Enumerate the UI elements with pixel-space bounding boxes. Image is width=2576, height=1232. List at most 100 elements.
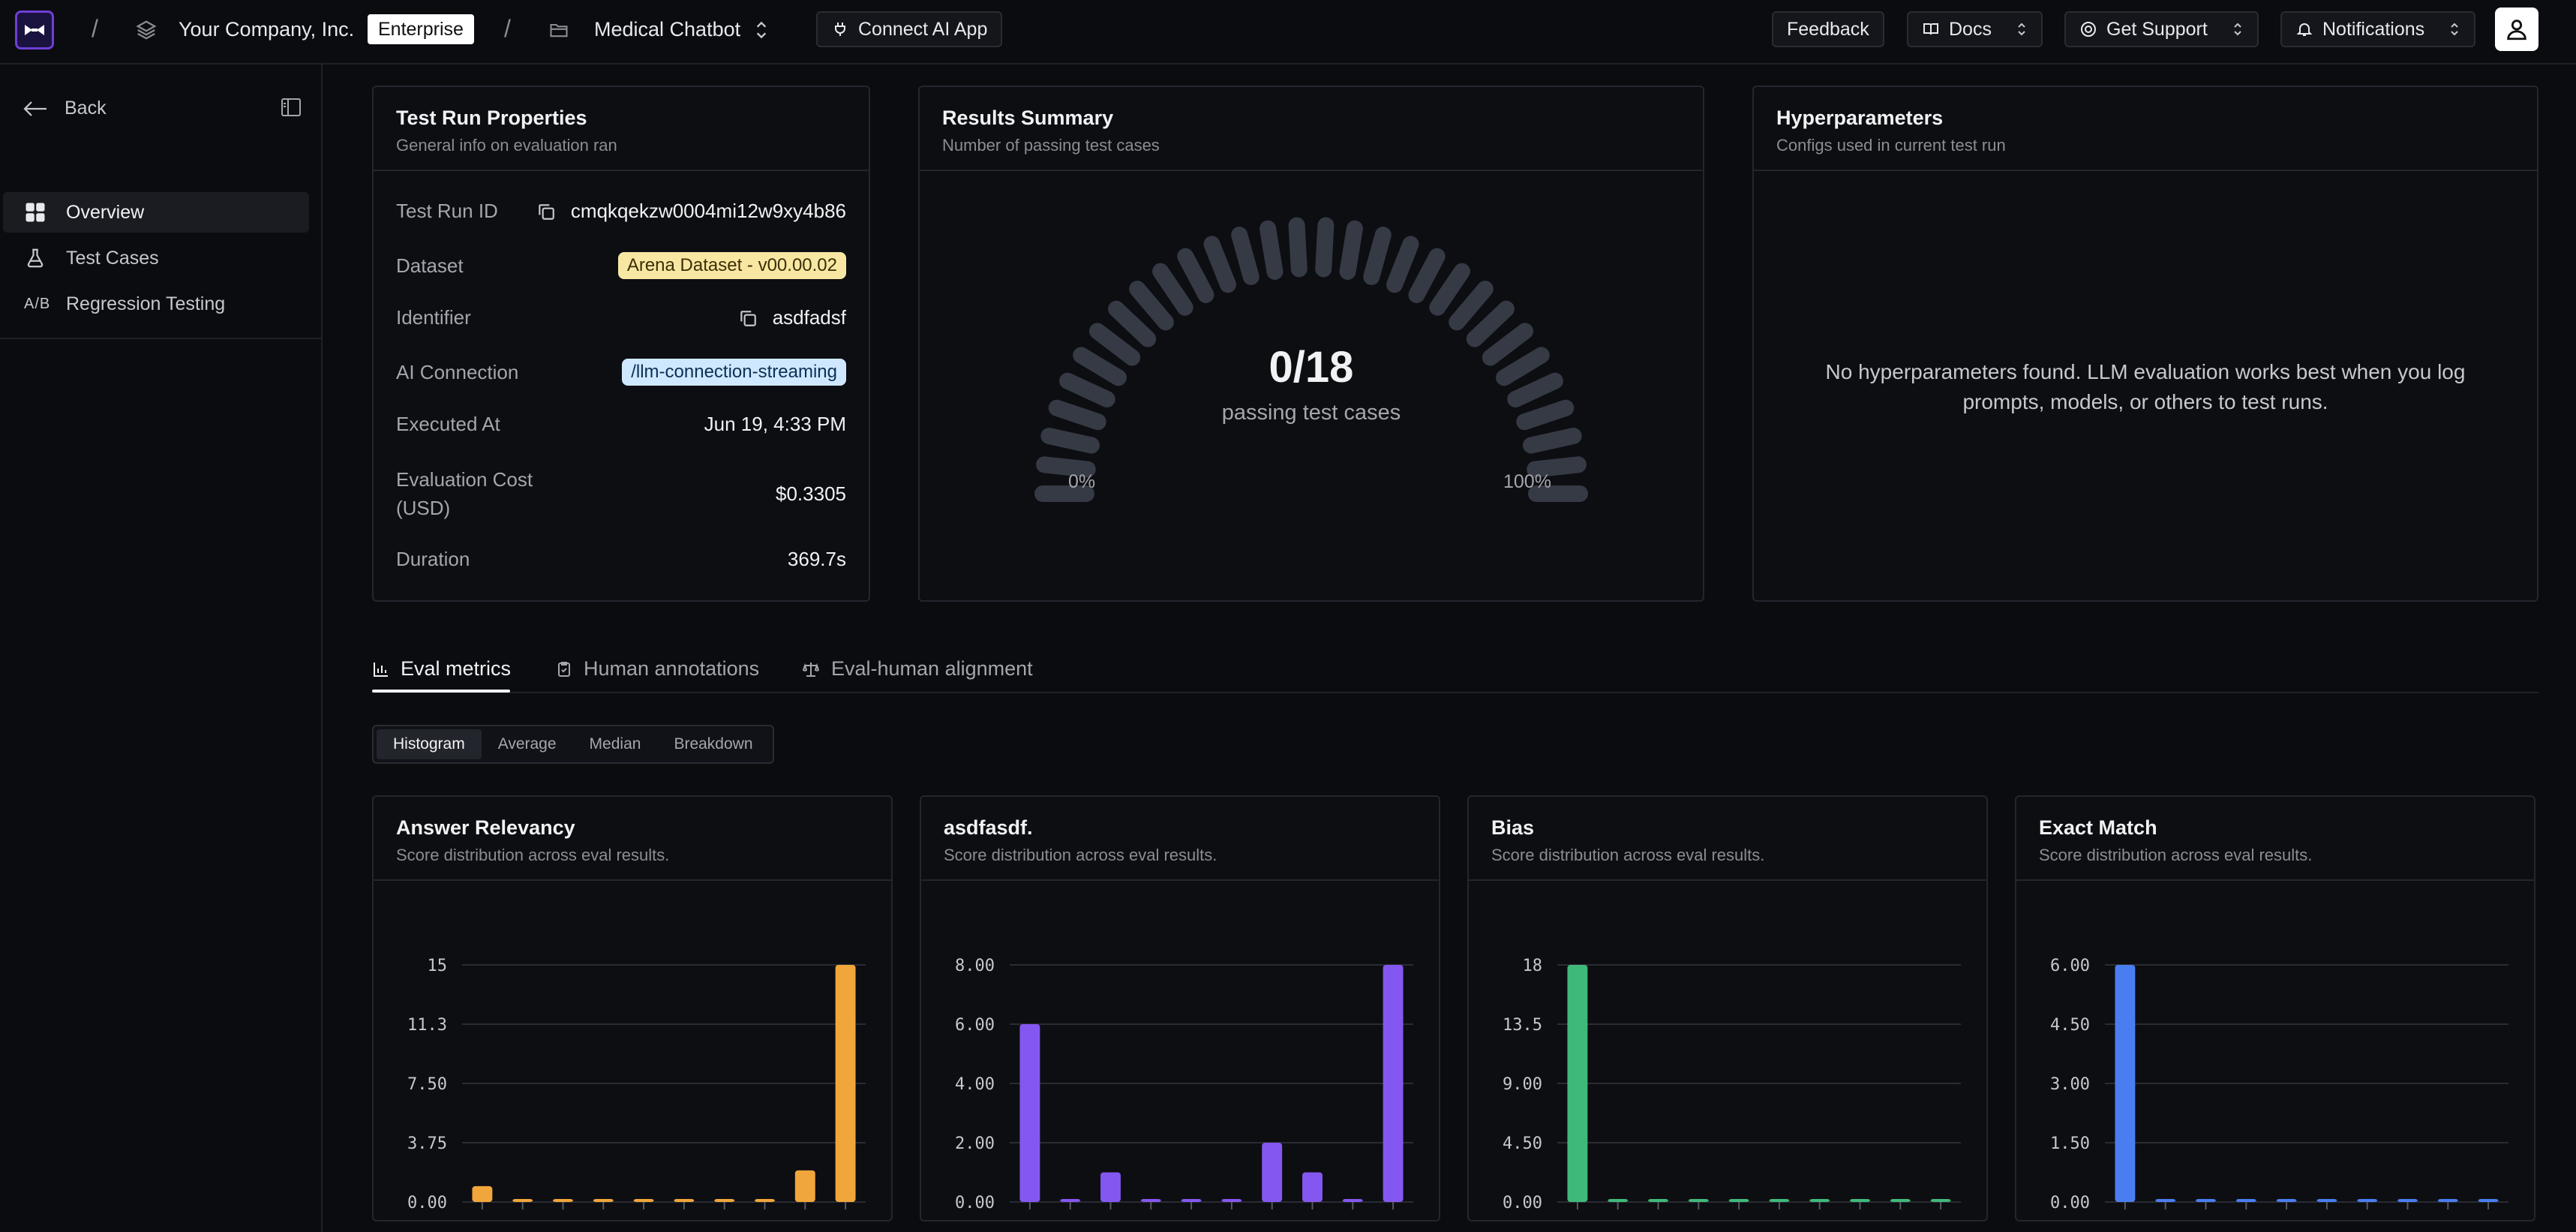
chevron-up-down-icon <box>2018 23 2025 36</box>
gauge-segment <box>1048 399 1106 431</box>
histogram-bar[interactable] <box>1688 1199 1709 1202</box>
tab-human-annotations[interactable]: Human annotations <box>555 657 759 681</box>
histogram-bar[interactable] <box>1383 965 1404 1202</box>
histogram-bar[interactable] <box>714 1199 735 1202</box>
histogram-bar[interactable] <box>2196 1199 2216 1202</box>
sidebar-toggle-button[interactable] <box>281 98 302 121</box>
histogram-bar[interactable] <box>512 1199 533 1202</box>
chevron-up-down-icon[interactable] <box>752 18 771 42</box>
gauge-segment <box>1059 372 1115 408</box>
histogram-bar[interactable] <box>553 1199 573 1202</box>
panel-subtitle: General info on evaluation ran <box>396 136 617 155</box>
histogram-bar[interactable] <box>2437 1199 2458 1202</box>
histogram-bar[interactable] <box>1060 1199 1081 1202</box>
histogram-bar[interactable] <box>1342 1199 1363 1202</box>
histogram-bar[interactable] <box>593 1199 614 1202</box>
histogram-bar[interactable] <box>1728 1199 1749 1202</box>
notifications-label: Notifications <box>2322 18 2425 40</box>
histogram-bar[interactable] <box>1019 1024 1040 1202</box>
histogram-bar[interactable] <box>2276 1199 2297 1202</box>
sidebar-item-test-cases[interactable]: Test Cases <box>3 238 309 278</box>
histogram-bar[interactable] <box>1302 1172 1323 1203</box>
histogram-bar[interactable] <box>633 1199 654 1202</box>
tab-eval-metrics[interactable]: Eval metrics <box>372 657 511 681</box>
histogram-bar[interactable] <box>1648 1199 1668 1202</box>
view-mode-average[interactable]: Average <box>497 735 557 753</box>
histogram-bar[interactable] <box>755 1199 775 1202</box>
connect-ai-app-button[interactable]: Connect AI App <box>816 11 1003 47</box>
histogram-bar[interactable] <box>2155 1199 2176 1202</box>
histogram-bar[interactable] <box>1890 1199 1911 1202</box>
identifier-value: asdfadsf <box>772 306 846 329</box>
bell-icon <box>2296 23 2313 36</box>
histogram-bar[interactable] <box>794 1170 815 1202</box>
ai-connection-badge[interactable]: /llm-connection-streaming <box>622 359 846 386</box>
notifications-button[interactable]: Notifications <box>2280 11 2476 47</box>
histogram-bar[interactable] <box>674 1199 695 1202</box>
y-tick-label: 4.00 <box>955 1075 995 1094</box>
view-mode-median[interactable]: Median <box>589 735 641 753</box>
y-tick-label: 11.3 <box>407 1016 447 1035</box>
chart-title: Bias <box>1491 816 1535 839</box>
gauge-segment <box>1040 428 1100 454</box>
histogram-bar[interactable] <box>1100 1172 1121 1203</box>
chart-panel-asdfasdf: asdfasdf. Score distribution across eval… <box>920 795 1440 1221</box>
tab-eval-human-alignment[interactable]: Eval-human alignment <box>801 657 1033 681</box>
app-logo[interactable] <box>15 11 54 50</box>
gauge-segment <box>1339 220 1363 280</box>
histogram-bar[interactable] <box>1930 1199 1951 1202</box>
histogram-bar[interactable] <box>1608 1199 1629 1202</box>
project-name[interactable]: Medical Chatbot <box>594 18 741 41</box>
prop-label: Duration <box>396 548 470 570</box>
scale-icon <box>802 662 820 677</box>
copy-icon[interactable] <box>536 202 556 221</box>
dataset-badge[interactable]: Arena Dataset - v00.00.02 <box>617 252 846 279</box>
gauge-segment <box>1429 263 1470 316</box>
gauge-segment <box>1315 217 1335 278</box>
y-tick-label: 9.00 <box>1503 1075 1542 1094</box>
book-icon <box>1923 23 1938 35</box>
back-button[interactable]: Back <box>23 98 107 119</box>
histogram-bar[interactable] <box>1850 1199 1870 1202</box>
histogram-bar[interactable] <box>472 1185 493 1202</box>
gauge-segment <box>1259 220 1283 280</box>
histogram-bar[interactable] <box>1140 1199 1161 1202</box>
sidebar-item-overview[interactable]: Overview <box>3 192 309 233</box>
get-support-button[interactable]: Get Support <box>2064 11 2259 47</box>
gauge-segment <box>1496 347 1550 386</box>
hyperparameters-empty-message: No hyperparameters found. LLM evaluation… <box>1825 360 2466 413</box>
histogram-bar[interactable] <box>1567 965 1588 1202</box>
histogram-bar[interactable] <box>1262 1143 1283 1202</box>
y-tick-label: 2.00 <box>955 1134 995 1153</box>
histogram-bar[interactable] <box>1769 1199 1790 1202</box>
panel-header: Hyperparameters Configs used in current … <box>1754 87 2537 171</box>
tabs-divider <box>372 692 2538 693</box>
user-avatar-button[interactable] <box>2495 8 2538 51</box>
hyperparameters-panel: Hyperparameters Configs used in current … <box>1752 86 2538 602</box>
breadcrumb-separator: / <box>504 15 511 42</box>
histogram-bar[interactable] <box>1221 1199 1242 1202</box>
histogram-bar[interactable] <box>1809 1199 1830 1202</box>
answer-relevancy-histogram: 0.003.757.5011.3150.0-0.10.2-0.30.4-0.50… <box>407 957 866 1212</box>
histogram-bar[interactable] <box>2235 1199 2256 1202</box>
histogram-bar[interactable] <box>835 965 856 1202</box>
gauge-segment <box>1507 372 1563 408</box>
sidebar-item-regression-testing[interactable]: A/B Regression Testing <box>3 284 309 324</box>
prop-row-ai-connection: AI Connection /llm-connection-streaming <box>396 359 846 386</box>
connect-ai-app-label: Connect AI App <box>858 18 988 40</box>
org-name[interactable]: Your Company, Inc. <box>179 18 355 41</box>
view-mode-histogram[interactable]: Histogram <box>377 729 482 759</box>
histogram-bar[interactable] <box>1181 1199 1202 1202</box>
copy-icon[interactable] <box>738 308 758 328</box>
view-mode-breakdown[interactable]: Breakdown <box>674 735 753 753</box>
histogram-bar[interactable] <box>2478 1199 2499 1202</box>
y-tick-label: 4.50 <box>1503 1134 1542 1153</box>
y-tick-label: 0.00 <box>407 1194 447 1212</box>
histogram-bar[interactable] <box>2316 1199 2337 1202</box>
y-tick-label: 0.00 <box>1503 1194 1542 1212</box>
docs-button[interactable]: Docs <box>1907 11 2043 47</box>
histogram-bar[interactable] <box>2115 965 2136 1202</box>
histogram-bar[interactable] <box>2397 1199 2418 1202</box>
feedback-button[interactable]: Feedback <box>1772 11 1884 47</box>
histogram-bar[interactable] <box>2357 1199 2378 1202</box>
